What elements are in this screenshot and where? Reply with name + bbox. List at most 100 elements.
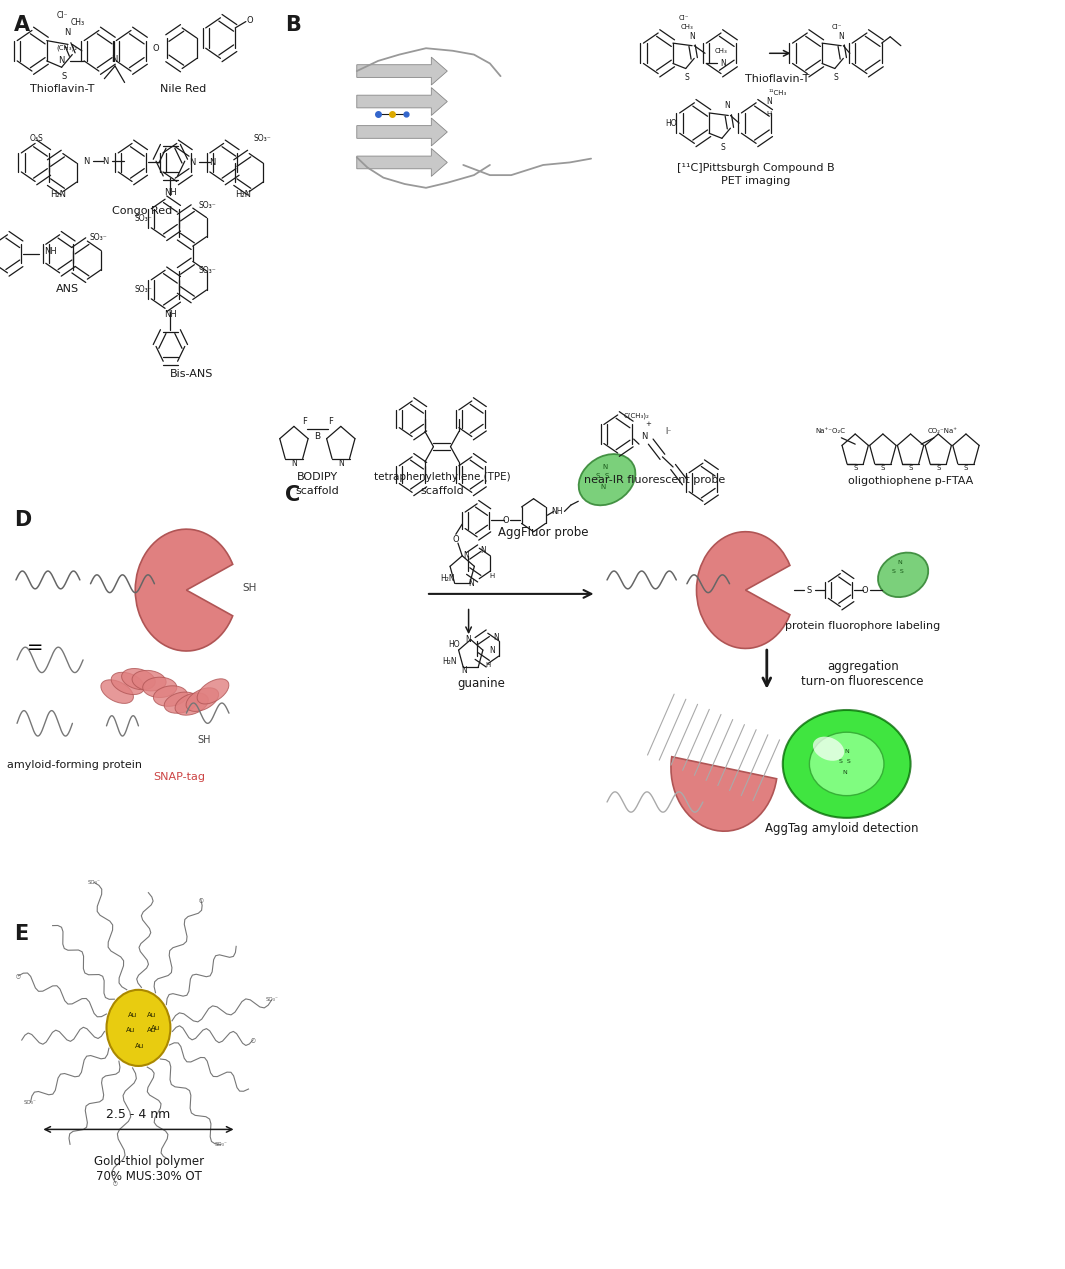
Text: N: N bbox=[468, 579, 474, 589]
Text: I⁻: I⁻ bbox=[666, 426, 672, 437]
Ellipse shape bbox=[809, 732, 884, 796]
Ellipse shape bbox=[153, 685, 187, 707]
Text: S: S bbox=[685, 72, 689, 82]
Text: NH: NH bbox=[164, 310, 177, 320]
Text: Cl⁻: Cl⁻ bbox=[678, 15, 689, 20]
Text: SO₃⁻: SO₃⁻ bbox=[199, 265, 216, 275]
Text: Thioflavin-T: Thioflavin-T bbox=[746, 74, 809, 84]
Text: S: S bbox=[721, 142, 725, 152]
Ellipse shape bbox=[197, 679, 229, 704]
Ellipse shape bbox=[783, 709, 911, 817]
Wedge shape bbox=[135, 529, 233, 651]
Text: N: N bbox=[465, 634, 472, 645]
Text: AggFluor probe: AggFluor probe bbox=[498, 527, 588, 539]
Text: H₂N: H₂N bbox=[234, 189, 251, 199]
Text: Bis-ANS: Bis-ANS bbox=[170, 369, 213, 379]
Text: AggTag amyloid detection: AggTag amyloid detection bbox=[765, 822, 918, 835]
Ellipse shape bbox=[813, 736, 845, 761]
Text: Au: Au bbox=[151, 1025, 161, 1030]
Ellipse shape bbox=[878, 552, 929, 598]
Text: H₂N: H₂N bbox=[440, 574, 455, 584]
Text: Au: Au bbox=[147, 1028, 157, 1033]
Text: H: H bbox=[490, 574, 494, 579]
Text: Thioflavin-T: Thioflavin-T bbox=[30, 84, 94, 94]
Text: Cl⁻: Cl⁻ bbox=[56, 10, 68, 20]
Text: CH₃: CH₃ bbox=[70, 18, 84, 28]
Text: S: S bbox=[61, 71, 66, 81]
Text: B: B bbox=[314, 431, 321, 442]
Text: C(CH₃)₂: C(CH₃)₂ bbox=[624, 412, 650, 420]
Text: oligothiophene p-FTAA: oligothiophene p-FTAA bbox=[848, 476, 973, 486]
Text: NH: NH bbox=[552, 506, 562, 516]
Text: A: A bbox=[14, 15, 30, 36]
Text: CH₃: CH₃ bbox=[681, 24, 693, 29]
Text: scaffold: scaffold bbox=[295, 486, 340, 496]
Text: Au: Au bbox=[135, 1043, 145, 1048]
Text: N: N bbox=[102, 156, 109, 166]
Text: S: S bbox=[908, 466, 913, 471]
Text: ANS: ANS bbox=[55, 284, 79, 294]
Text: N: N bbox=[463, 551, 470, 561]
Text: S: S bbox=[881, 466, 885, 471]
Text: amyloid-forming protein: amyloid-forming protein bbox=[7, 760, 142, 770]
Text: S: S bbox=[807, 585, 812, 595]
Text: D: D bbox=[14, 510, 31, 530]
Text: guanine: guanine bbox=[458, 678, 505, 690]
Text: N: N bbox=[724, 100, 731, 110]
Text: N: N bbox=[190, 157, 196, 168]
Ellipse shape bbox=[111, 673, 145, 694]
Text: 2.5 - 4 nm: 2.5 - 4 nm bbox=[106, 1108, 170, 1121]
Text: Au: Au bbox=[128, 1013, 137, 1018]
Text: S  S: S S bbox=[891, 569, 904, 574]
Text: ¹¹CH₃: ¹¹CH₃ bbox=[768, 90, 787, 95]
Text: N: N bbox=[845, 749, 849, 754]
Text: Au: Au bbox=[126, 1028, 135, 1033]
FancyArrow shape bbox=[357, 57, 447, 85]
Text: Gold-thiol polymer: Gold-thiol polymer bbox=[94, 1155, 204, 1167]
Text: N: N bbox=[766, 96, 772, 107]
Text: N: N bbox=[603, 464, 607, 470]
Text: PET imaging: PET imaging bbox=[721, 176, 791, 187]
Text: ○: ○ bbox=[198, 897, 203, 902]
Text: scaffold: scaffold bbox=[420, 486, 464, 496]
Text: Cl⁻: Cl⁻ bbox=[832, 24, 842, 29]
Text: CH₃: CH₃ bbox=[715, 48, 727, 53]
Text: N: N bbox=[291, 458, 297, 468]
Text: N: N bbox=[493, 632, 499, 642]
Text: Na⁺⁻O₂C: Na⁺⁻O₂C bbox=[816, 429, 846, 434]
Ellipse shape bbox=[164, 692, 198, 713]
Text: H₂N: H₂N bbox=[50, 189, 67, 199]
Text: N: N bbox=[689, 32, 695, 42]
Text: SO₃⁻: SO₃⁻ bbox=[89, 232, 106, 242]
Text: Congo Red: Congo Red bbox=[112, 206, 171, 216]
Text: O: O bbox=[247, 15, 253, 25]
Text: O: O bbox=[453, 534, 459, 544]
Text: S: S bbox=[936, 466, 940, 471]
Text: E: E bbox=[14, 924, 28, 944]
Text: NH: NH bbox=[164, 188, 177, 198]
Text: HO: HO bbox=[448, 640, 459, 650]
Text: ○: ○ bbox=[113, 1180, 118, 1185]
Text: B: B bbox=[285, 15, 301, 36]
Text: HO: HO bbox=[666, 118, 676, 128]
Text: SH: SH bbox=[243, 582, 257, 593]
Text: S: S bbox=[834, 72, 838, 82]
Text: N: N bbox=[842, 770, 847, 775]
Text: +: + bbox=[645, 421, 652, 426]
Text: N: N bbox=[111, 55, 117, 65]
Text: SO₃⁻: SO₃⁻ bbox=[24, 1100, 37, 1104]
Text: turn-on fluorescence: turn-on fluorescence bbox=[801, 675, 924, 688]
Text: SO₃⁻: SO₃⁻ bbox=[87, 879, 100, 884]
Text: N: N bbox=[898, 560, 902, 565]
Text: SO₃⁻: SO₃⁻ bbox=[214, 1142, 227, 1147]
Text: 70% MUS:30% OT: 70% MUS:30% OT bbox=[96, 1170, 202, 1183]
Text: N: N bbox=[720, 58, 726, 69]
Ellipse shape bbox=[175, 693, 209, 716]
Text: SO₃⁻: SO₃⁻ bbox=[265, 997, 278, 1003]
Ellipse shape bbox=[143, 678, 177, 698]
Text: aggregation: aggregation bbox=[826, 660, 899, 673]
Text: Au: Au bbox=[147, 1013, 157, 1018]
Text: N: N bbox=[59, 56, 65, 66]
Text: N: N bbox=[838, 32, 845, 42]
FancyArrow shape bbox=[357, 88, 447, 115]
